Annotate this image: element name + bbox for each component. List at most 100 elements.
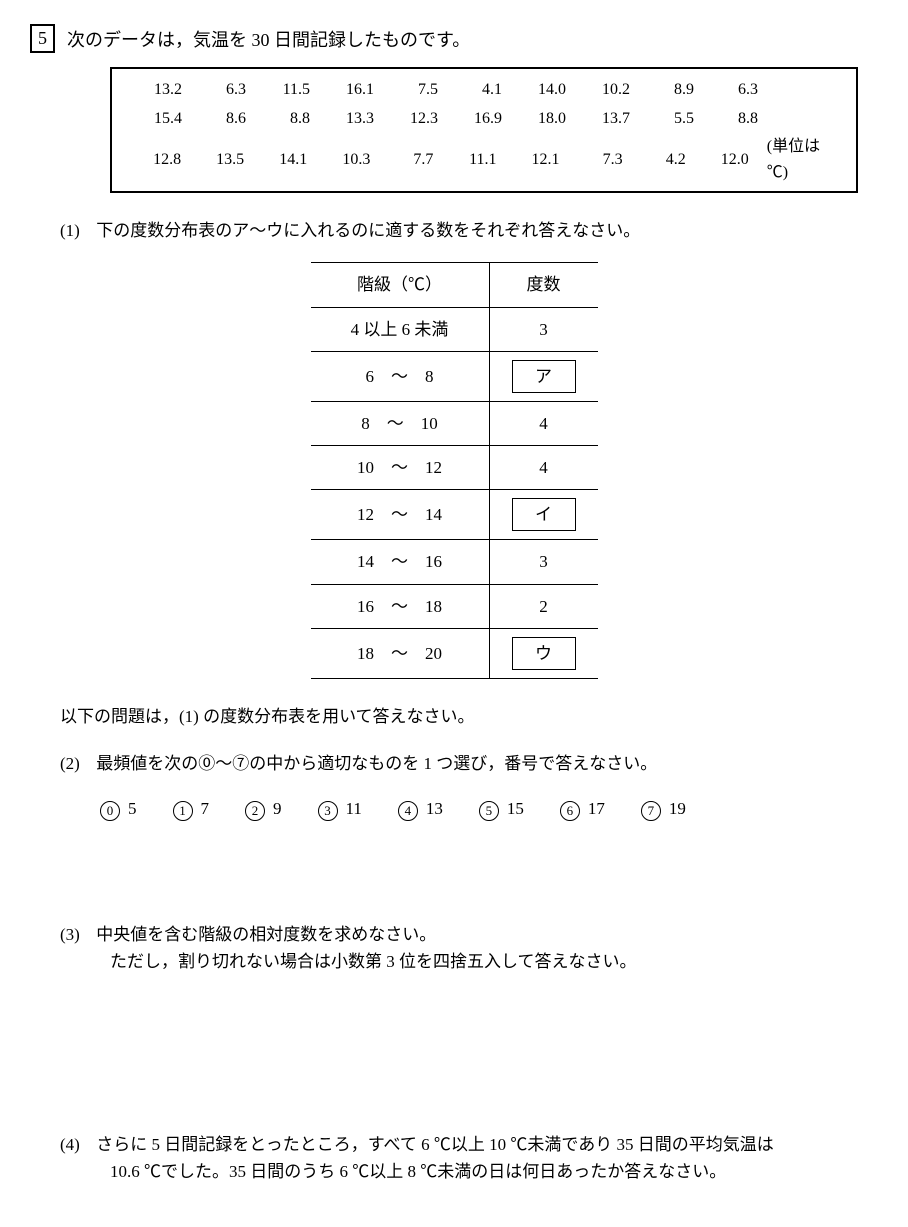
- subq-text: さらに 5 日間記録をとったところ，すべて 6 ℃以上 10 ℃未満であり 35…: [96, 1135, 773, 1154]
- freq-class-cell: 14 〜 16: [311, 540, 490, 584]
- freq-value-cell: 2: [489, 584, 598, 628]
- data-cell: 8.6: [188, 104, 252, 134]
- choice-item: 17: [173, 795, 210, 822]
- freq-table-header-freq: 度数: [489, 263, 598, 307]
- subq-label: (3): [60, 921, 92, 948]
- subquestion-2: (2) 最頻値を次の⓪〜⑦の中から適切なものを 1 つ選び，番号で答えなさい。: [60, 750, 878, 777]
- freq-table-header-class: 階級（℃）: [311, 263, 490, 307]
- freq-table-row: 10 〜 124: [311, 446, 598, 490]
- subq-text: 中央値を含む階級の相対度数を求めなさい。: [96, 925, 436, 944]
- choice-number-icon: 3: [318, 801, 338, 821]
- data-cell: 11.5: [252, 75, 316, 105]
- choice-number-icon: 6: [560, 801, 580, 821]
- data-cell: 12.3: [380, 104, 444, 134]
- data-cell: 8.8: [252, 104, 316, 134]
- data-cell: 15.4: [124, 104, 188, 134]
- data-cell: 18.0: [508, 104, 572, 134]
- freq-class-cell: 10 〜 12: [311, 446, 490, 490]
- data-row: 12.813.514.110.37.711.112.17.34.212.0(単位…: [124, 134, 844, 185]
- freq-value-cell: 4: [489, 401, 598, 445]
- data-cell: 14.0: [508, 75, 572, 105]
- subquestion-3: (3) 中央値を含む階級の相対度数を求めなさい。 ただし，割り切れない場合は小数…: [60, 921, 878, 975]
- data-cell: 7.3: [566, 145, 629, 175]
- freq-table-row: 6 〜 8 ア: [311, 351, 598, 401]
- freq-class-cell: 8 〜 10: [311, 401, 490, 445]
- choice-item: 617: [560, 795, 605, 822]
- answer-box: イ: [512, 498, 576, 531]
- freq-value-cell: 3: [489, 540, 598, 584]
- subq-label: (1): [60, 217, 92, 244]
- choices-row: 051729311413515617719: [100, 795, 878, 822]
- choice-item: 3 11: [318, 795, 362, 822]
- data-cell: 10.3: [313, 145, 376, 175]
- question-number-box: 5: [30, 24, 55, 53]
- choice-item: 5 15: [479, 795, 524, 822]
- freq-class-cell: 4 以上 6 未満: [311, 307, 490, 351]
- freq-table-row: 18 〜 20 ウ: [311, 628, 598, 678]
- subq-text-line2: ただし，割り切れない場合は小数第 3 位を四捨五入して答えなさい。: [110, 948, 878, 975]
- choice-value: 9: [273, 799, 282, 818]
- data-cell: 10.2: [572, 75, 636, 105]
- answer-box: ア: [512, 360, 576, 393]
- freq-value-cell: 3: [489, 307, 598, 351]
- choice-value: 5: [128, 799, 137, 818]
- data-cell: 13.2: [124, 75, 188, 105]
- data-row: 15.48.68.813.312.316.918.013.75.58.8: [124, 104, 844, 134]
- choice-number-icon: 4: [398, 801, 418, 821]
- subquestion-1: (1) 下の度数分布表のア〜ウに入れるのに適する数をそれぞれ答えなさい。: [60, 217, 878, 244]
- data-cell: 14.1: [250, 145, 313, 175]
- freq-class-cell: 6 〜 8: [311, 351, 490, 401]
- freq-value-cell: 4: [489, 446, 598, 490]
- freq-class-cell: 12 〜 14: [311, 490, 490, 540]
- data-cell: 12.0: [692, 145, 755, 175]
- answer-box: ウ: [512, 637, 576, 670]
- freq-value-cell: ウ: [489, 628, 598, 678]
- choice-value: 15: [507, 799, 524, 818]
- choice-item: 4 13: [398, 795, 443, 822]
- choice-value: 11: [346, 799, 362, 818]
- data-cell: 13.5: [187, 145, 250, 175]
- choice-number-icon: 0: [100, 801, 120, 821]
- data-cell: 6.3: [188, 75, 252, 105]
- choice-number-icon: 2: [245, 801, 265, 821]
- data-table: 13.26.311.516.17.54.114.010.28.96.3 15.4…: [110, 67, 858, 193]
- data-cell: 12.8: [124, 145, 187, 175]
- instruction-text: 以下の問題は，(1) の度数分布表を用いて答えなさい。: [60, 703, 878, 730]
- data-cell: 8.8: [700, 104, 764, 134]
- data-cell: 4.2: [629, 145, 692, 175]
- choice-value: 19: [669, 799, 686, 818]
- data-row: 13.26.311.516.17.54.114.010.28.96.3: [124, 75, 844, 105]
- choice-item: 7 19: [641, 795, 686, 822]
- subq-text-line2: 10.6 ℃でした。35 日間のうち 6 ℃以上 8 ℃未満の日は何日あったか答…: [110, 1158, 878, 1185]
- question-header: 5 次のデータは，気温を 30 日間記録したものです。: [30, 24, 878, 55]
- frequency-table: 階級（℃） 度数 4 以上 6 未満36 〜 8ア8 〜 10410 〜 124…: [311, 262, 598, 679]
- subquestion-4: (4) さらに 5 日間記録をとったところ，すべて 6 ℃以上 10 ℃未満であ…: [60, 1131, 878, 1185]
- freq-table-row: 14 〜 163: [311, 540, 598, 584]
- data-cell: 13.3: [316, 104, 380, 134]
- data-cell: 13.7: [572, 104, 636, 134]
- freq-table-row: 12 〜 14 イ: [311, 490, 598, 540]
- data-cell: 11.1: [439, 145, 502, 175]
- data-cell: 7.7: [376, 145, 439, 175]
- data-cell: 8.9: [636, 75, 700, 105]
- data-cell: 4.1: [444, 75, 508, 105]
- choice-item: 05: [100, 795, 137, 822]
- choice-value: 7: [201, 799, 210, 818]
- subq-label: (4): [60, 1131, 92, 1158]
- freq-class-cell: 16 〜 18: [311, 584, 490, 628]
- choice-item: 29: [245, 795, 282, 822]
- data-cell: 6.3: [700, 75, 764, 105]
- subq-text: 下の度数分布表のア〜ウに入れるのに適する数をそれぞれ答えなさい。: [96, 221, 640, 240]
- subq-text: 最頻値を次の⓪〜⑦の中から適切なものを 1 つ選び，番号で答えなさい。: [96, 754, 657, 773]
- freq-class-cell: 18 〜 20: [311, 628, 490, 678]
- data-cell: 5.5: [636, 104, 700, 134]
- data-cell: 12.1: [502, 145, 565, 175]
- freq-value-cell: イ: [489, 490, 598, 540]
- choice-number-icon: 7: [641, 801, 661, 821]
- freq-table-row: 16 〜 182: [311, 584, 598, 628]
- choice-number-icon: 5: [479, 801, 499, 821]
- data-unit: (単位は ℃): [755, 134, 844, 185]
- data-cell: 16.9: [444, 104, 508, 134]
- freq-table-row: 8 〜 104: [311, 401, 598, 445]
- choice-value: 13: [426, 799, 443, 818]
